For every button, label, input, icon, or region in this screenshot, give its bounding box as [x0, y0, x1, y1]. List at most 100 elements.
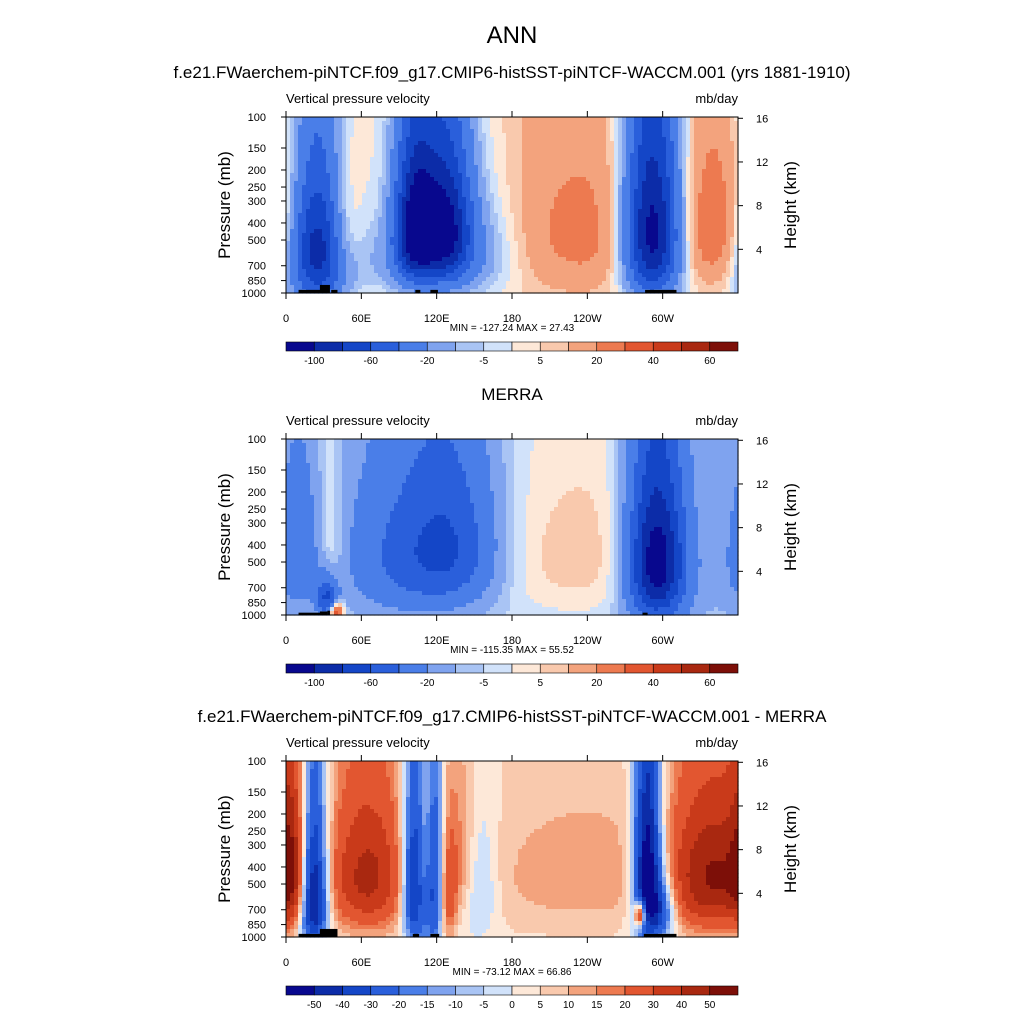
- contour-cell: [610, 269, 615, 274]
- contour-cell: [642, 193, 647, 198]
- contour-cell: [394, 149, 399, 154]
- contour-cell: [478, 261, 483, 266]
- contour-cell: [722, 165, 727, 170]
- contour-cell: [686, 201, 691, 206]
- contour-cell: [442, 213, 447, 218]
- contour-cell: [506, 217, 511, 222]
- contour-cell: [598, 209, 603, 214]
- contour-cell: [326, 281, 331, 286]
- contour-cell: [698, 133, 703, 138]
- topography-mask: [645, 289, 677, 293]
- contour-cell: [294, 209, 299, 214]
- contour-cell: [594, 149, 599, 154]
- contour-cell: [530, 213, 535, 218]
- contour-cell: [406, 253, 411, 258]
- contour-cell: [646, 285, 651, 290]
- contour-cell: [602, 173, 607, 178]
- contour-cell: [302, 241, 307, 246]
- contour-cell: [510, 205, 515, 210]
- contour-cell: [442, 221, 447, 226]
- contour-cell: [698, 249, 703, 254]
- contour-cell: [710, 157, 715, 162]
- contour-cell: [562, 249, 567, 254]
- contour-cell: [602, 225, 607, 230]
- contour-cell: [694, 161, 699, 166]
- contour-cell: [622, 221, 627, 226]
- contour-cell: [614, 189, 619, 194]
- contour-cell: [618, 285, 623, 290]
- contour-cell: [662, 201, 667, 206]
- contour-cell: [486, 277, 491, 282]
- contour-cell: [350, 117, 355, 122]
- contour-cell: [414, 157, 419, 162]
- contour-cell: [466, 129, 471, 134]
- contour-cell: [698, 177, 703, 182]
- contour-cell: [370, 253, 375, 258]
- contour-cell: [446, 129, 451, 134]
- contour-cell: [706, 125, 711, 130]
- contour-cell: [482, 217, 487, 222]
- contour-cell: [406, 221, 411, 226]
- contour-cell: [426, 173, 431, 178]
- contour-cell: [442, 277, 447, 282]
- contour-cell: [658, 237, 663, 242]
- contour-cell: [530, 249, 535, 254]
- contour-cell: [634, 269, 639, 274]
- contour-cell: [454, 165, 459, 170]
- contour-cell: [566, 265, 571, 270]
- contour-cell: [450, 265, 455, 270]
- contour-cell: [370, 213, 375, 218]
- contour-cell: [374, 285, 379, 290]
- contour-cell: [442, 257, 447, 262]
- contour-cell: [522, 149, 527, 154]
- contour-cell: [426, 193, 431, 198]
- contour-cell: [706, 205, 711, 210]
- contour-cell: [690, 197, 695, 202]
- contour-cell: [298, 133, 303, 138]
- contour-cell: [642, 257, 647, 262]
- contour-cell: [706, 281, 711, 286]
- contour-cell: [558, 193, 563, 198]
- contour-cell: [314, 269, 319, 274]
- contour-cell: [534, 277, 539, 282]
- contour-cell: [522, 265, 527, 270]
- contour-cell: [534, 133, 539, 138]
- contour-cell: [674, 229, 679, 234]
- contour-cell: [662, 117, 667, 122]
- contour-cell: [562, 277, 567, 282]
- contour-cell: [430, 273, 435, 278]
- contour-cell: [374, 193, 379, 198]
- contour-cell: [422, 257, 427, 262]
- contour-cell: [346, 121, 351, 126]
- contour-cell: [342, 233, 347, 238]
- contour-cell: [314, 217, 319, 222]
- contour-cell: [518, 257, 523, 262]
- contour-cell: [490, 209, 495, 214]
- contour-cell: [426, 249, 431, 254]
- contour-cell: [590, 141, 595, 146]
- contour-cell: [330, 265, 335, 270]
- contour-cell: [554, 253, 559, 258]
- contour-cell: [338, 129, 343, 134]
- contour-cell: [590, 229, 595, 234]
- contour-cell: [286, 173, 291, 178]
- contour-cell: [518, 181, 523, 186]
- contour-cell: [462, 249, 467, 254]
- contour-cell: [678, 241, 683, 246]
- contour-cell: [346, 137, 351, 142]
- contour-cell: [666, 129, 671, 134]
- contour-cell: [566, 229, 571, 234]
- contour-cell: [654, 161, 659, 166]
- contour-cell: [406, 117, 411, 122]
- contour-cell: [430, 277, 435, 282]
- contour-cell: [518, 129, 523, 134]
- contour-cell: [630, 241, 635, 246]
- contour-cell: [690, 237, 695, 242]
- contour-cell: [406, 281, 411, 286]
- contour-cell: [406, 189, 411, 194]
- contour-cell: [434, 225, 439, 230]
- contour-cell: [638, 289, 643, 294]
- contour-cell: [446, 209, 451, 214]
- contour-cell: [474, 237, 479, 242]
- contour-cell: [546, 289, 551, 294]
